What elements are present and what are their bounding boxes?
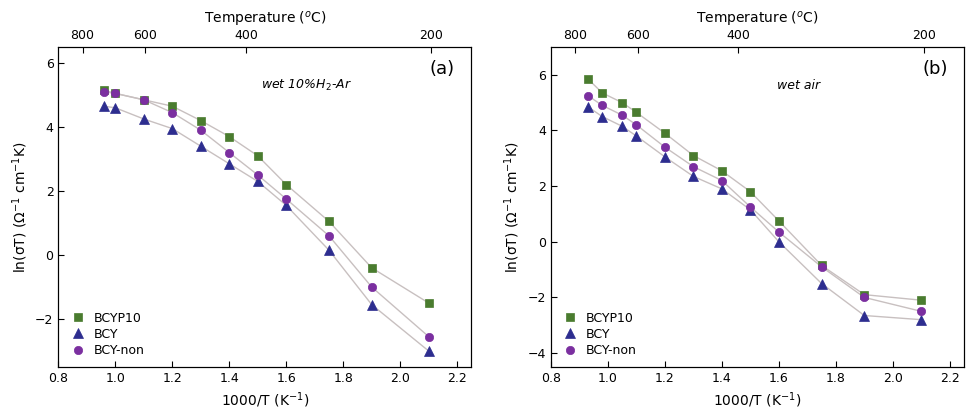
BCY-non [816, 264, 828, 269]
BCYP10 [195, 118, 206, 123]
BCY-non [688, 164, 699, 169]
BCYP10 [617, 100, 628, 105]
BCY-non [109, 91, 121, 96]
BCY [744, 207, 756, 212]
BCYP10 [688, 153, 699, 158]
BCY [916, 317, 927, 322]
Line: BCY-non: BCY-non [99, 88, 432, 341]
BCY-non [167, 110, 178, 115]
BCY [98, 104, 110, 109]
BCY-non [916, 309, 927, 314]
X-axis label: 1000/T (K$^{-1}$): 1000/T (K$^{-1}$) [221, 391, 309, 410]
BCYP10 [252, 153, 264, 158]
Legend: BCYP10, BCY, BCY-non: BCYP10, BCY, BCY-non [64, 308, 148, 361]
Y-axis label: ln(σT) (Ω$^{-1}$ cm$^{-1}$K): ln(σT) (Ω$^{-1}$ cm$^{-1}$K) [10, 141, 29, 273]
BCYP10 [582, 76, 594, 81]
BCY-non [858, 295, 870, 300]
BCY [816, 281, 828, 286]
Line: BCYP10: BCYP10 [99, 86, 432, 307]
BCY-non [716, 178, 728, 183]
BCY-non [138, 97, 150, 102]
BCY-non [596, 103, 608, 108]
BCYP10 [858, 292, 870, 297]
X-axis label: Temperature ($^o$C): Temperature ($^o$C) [204, 10, 326, 29]
BCY-non [744, 205, 756, 210]
BCYP10 [423, 300, 434, 305]
Text: wet air: wet air [777, 79, 820, 92]
BCYP10 [223, 134, 235, 139]
BCY-non [630, 122, 642, 127]
BCY-non [659, 144, 671, 150]
BCY [858, 313, 870, 318]
Line: BCYP10: BCYP10 [583, 75, 925, 304]
BCY [366, 302, 378, 307]
BCY [659, 155, 671, 160]
BCYP10 [744, 189, 756, 194]
Text: wet 10%H$_2$-Ar: wet 10%H$_2$-Ar [261, 78, 352, 93]
BCY [582, 104, 594, 109]
BCY [167, 126, 178, 131]
BCY-non [366, 284, 378, 289]
Line: BCY: BCY [583, 102, 926, 325]
BCYP10 [716, 168, 728, 173]
BCYP10 [816, 263, 828, 268]
BCY [630, 134, 642, 139]
BCYP10 [596, 90, 608, 95]
BCY [688, 174, 699, 179]
BCY-non [195, 128, 206, 133]
BCYP10 [366, 265, 378, 270]
BCY-non [281, 197, 292, 202]
Legend: BCYP10, BCY, BCY-non: BCYP10, BCY, BCY-non [557, 308, 641, 361]
Line: BCY: BCY [99, 101, 433, 356]
Line: BCY-non: BCY-non [583, 92, 925, 315]
BCY [109, 105, 121, 110]
Text: (b): (b) [922, 60, 948, 79]
BCY [773, 239, 785, 244]
BCYP10 [138, 97, 150, 102]
BCY [617, 124, 628, 129]
BCY [323, 248, 335, 253]
BCY-non [98, 89, 110, 94]
BCYP10 [109, 91, 121, 96]
BCY [138, 116, 150, 121]
BCY-non [252, 173, 264, 178]
BCY-non [617, 113, 628, 118]
BCYP10 [773, 218, 785, 223]
BCY-non [223, 150, 235, 155]
BCY [423, 349, 434, 354]
X-axis label: 1000/T (K$^{-1}$): 1000/T (K$^{-1}$) [713, 391, 802, 410]
BCY [281, 203, 292, 208]
BCYP10 [281, 182, 292, 187]
BCYP10 [323, 219, 335, 224]
Y-axis label: ln(σT) (Ω$^{-1}$ cm$^{-1}$K): ln(σT) (Ω$^{-1}$ cm$^{-1}$K) [503, 141, 522, 273]
BCY-non [423, 334, 434, 339]
X-axis label: Temperature ($^o$C): Temperature ($^o$C) [696, 10, 819, 29]
BCY [596, 114, 608, 119]
BCYP10 [630, 110, 642, 115]
BCY [195, 144, 206, 149]
BCYP10 [167, 104, 178, 109]
BCYP10 [98, 88, 110, 93]
Text: (a): (a) [430, 60, 455, 79]
BCY [252, 179, 264, 184]
BCY-non [773, 229, 785, 234]
BCY-non [323, 233, 335, 238]
BCYP10 [916, 298, 927, 303]
BCYP10 [659, 131, 671, 136]
BCY [716, 186, 728, 192]
BCY [223, 161, 235, 166]
BCY-non [582, 93, 594, 98]
